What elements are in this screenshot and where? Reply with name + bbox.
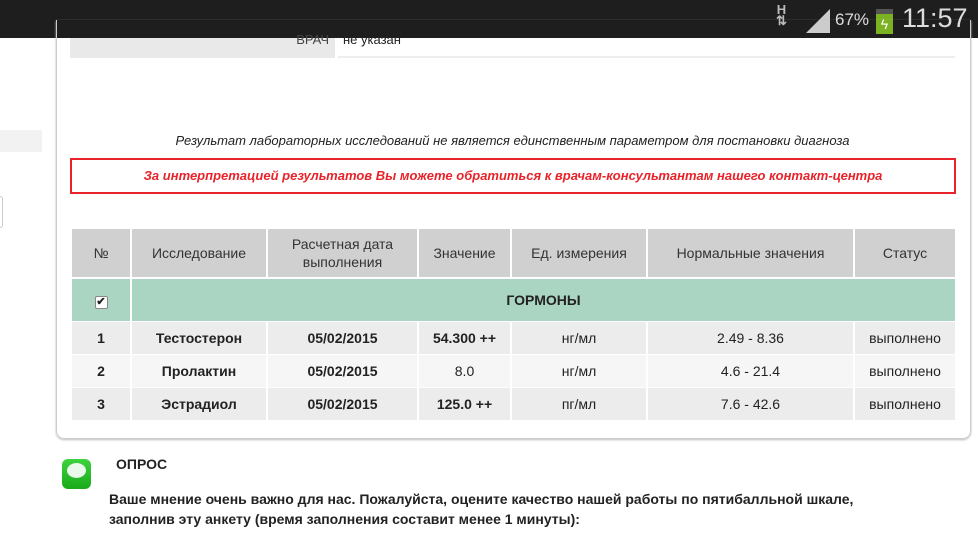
cell-number: 3 bbox=[72, 388, 130, 421]
cell-status: выполнено bbox=[855, 388, 955, 421]
cell-norm: 7.6 - 42.6 bbox=[648, 388, 853, 421]
group-row: ✔ ГОРМОНЫ bbox=[72, 279, 955, 322]
network-type-icon: H ⇅ bbox=[776, 2, 787, 28]
col-test: Исследование bbox=[132, 229, 266, 279]
results-table: № Исследование Расчетная дата выполнения… bbox=[70, 229, 957, 421]
cell-norm: 4.6 - 21.4 bbox=[648, 355, 853, 388]
battery-percent: 67% bbox=[835, 10, 870, 29]
col-number: № bbox=[72, 229, 130, 279]
side-panel-fragment bbox=[0, 130, 42, 152]
cell-unit: нг/мл bbox=[512, 322, 646, 355]
cell-value: 8.0 bbox=[419, 355, 510, 388]
cell-status: выполнено bbox=[855, 322, 955, 355]
chat-bubble-icon bbox=[62, 459, 91, 489]
status-bar: H ⇅ 67% ϟ 11:57 bbox=[0, 0, 978, 38]
col-unit: Ед. измерения bbox=[512, 229, 646, 279]
group-checkbox[interactable]: ✔ bbox=[72, 279, 130, 322]
col-value: Значение bbox=[419, 229, 510, 279]
col-date: Расчетная дата выполнения bbox=[268, 229, 417, 279]
checkbox-checked-icon[interactable]: ✔ bbox=[94, 295, 108, 309]
group-name: ГОРМОНЫ bbox=[132, 279, 955, 322]
poll-text: Ваше мнение очень важно для нас. Пожалуй… bbox=[109, 491, 854, 527]
cell-status: выполнено bbox=[855, 355, 955, 388]
cell-date: 05/02/2015 bbox=[268, 322, 417, 355]
col-norm: Нормальные значения bbox=[648, 229, 853, 279]
signal-icon bbox=[806, 9, 830, 33]
doctor-label: ВРАЧ bbox=[70, 33, 335, 58]
cell-number: 2 bbox=[72, 355, 130, 388]
cell-norm: 2.49 - 8.36 bbox=[648, 322, 853, 355]
table-row: 1 Тестостерон 05/02/2015 54.300 ++ нг/мл… bbox=[72, 322, 955, 355]
cell-unit: нг/мл bbox=[512, 355, 646, 388]
results-card bbox=[56, 20, 971, 439]
side-tab-fragment[interactable] bbox=[0, 196, 3, 228]
cell-number: 1 bbox=[72, 322, 130, 355]
contact-center-warning: За интерпретацией результатов Вы можете … bbox=[70, 158, 956, 194]
cell-test: Пролактин bbox=[132, 355, 266, 388]
disclaimer-text: Результат лабораторных исследований не я… bbox=[175, 133, 850, 148]
table-row: 3 Эстрадиол 05/02/2015 125.0 ++ пг/мл 7.… bbox=[72, 388, 955, 421]
battery-charging-icon: ϟ bbox=[876, 9, 893, 34]
cell-test: Тестостерон bbox=[132, 322, 266, 355]
cell-test: Эстрадиол bbox=[132, 388, 266, 421]
doctor-value: не указан bbox=[338, 33, 955, 58]
poll-title: ОПРОС bbox=[116, 456, 168, 472]
cell-value: 125.0 ++ bbox=[419, 388, 510, 421]
cell-date: 05/02/2015 bbox=[268, 388, 417, 421]
clock: 11:57 bbox=[902, 3, 968, 33]
cell-value: 54.300 ++ bbox=[419, 322, 510, 355]
table-row: 2 Пролактин 05/02/2015 8.0 нг/мл 4.6 - 2… bbox=[72, 355, 955, 388]
col-status: Статус bbox=[855, 229, 955, 279]
cell-unit: пг/мл bbox=[512, 388, 646, 421]
cell-date: 05/02/2015 bbox=[268, 355, 417, 388]
